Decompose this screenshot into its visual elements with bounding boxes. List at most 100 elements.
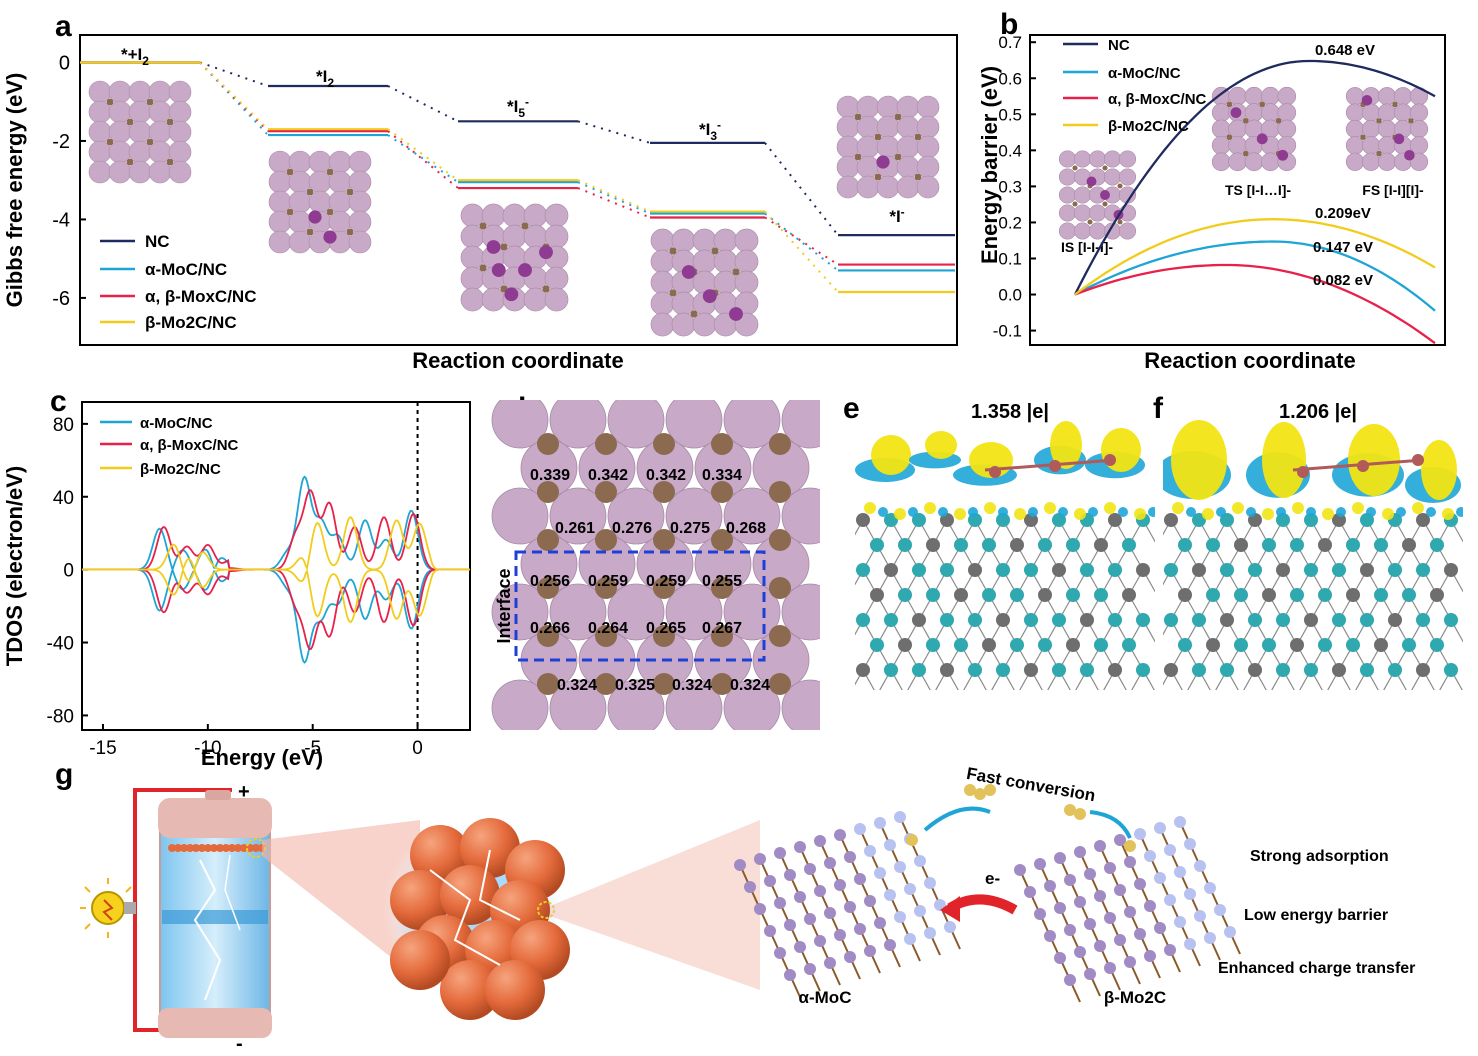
lattice-atom — [1192, 563, 1206, 577]
surface-density — [1352, 502, 1364, 514]
lattice-atom — [870, 538, 884, 552]
lattice-atom-g — [834, 929, 846, 941]
mo-atom-d — [665, 583, 723, 641]
bader-value: 0.324 — [730, 677, 770, 694]
lattice-atom-g — [1064, 974, 1076, 986]
surface-density — [984, 502, 996, 514]
lattice-atom — [968, 563, 982, 577]
mo-atom-d — [549, 400, 607, 449]
charge-accumulation-blob — [1101, 428, 1141, 472]
mo-atom-d — [781, 400, 820, 449]
lattice-atom — [1430, 538, 1444, 552]
lattice-atom-g — [844, 951, 856, 963]
plot-frame-c — [81, 401, 471, 731]
interface-label: Interface — [494, 568, 514, 643]
mo-atom-d — [549, 487, 607, 545]
c-atom — [286, 168, 294, 176]
lattice-atom — [1178, 538, 1192, 552]
lattice-atom-g — [914, 905, 926, 917]
c-atom-d — [537, 481, 559, 503]
lattice-atom-g — [1074, 846, 1086, 858]
lattice-atom — [1304, 663, 1318, 677]
c-atom — [306, 188, 314, 196]
state-label-0: *+I2 — [121, 45, 149, 68]
mo-atom-d — [781, 679, 820, 730]
legend-label-a-2: α, β-MoxC/NC — [145, 287, 257, 306]
lattice-atom — [1416, 663, 1430, 677]
lattice-atom — [1024, 563, 1038, 577]
lattice-atom-g — [774, 947, 786, 959]
lattice-atom — [1290, 588, 1304, 602]
lattice-atom — [1360, 613, 1374, 627]
mo-atom — [1088, 222, 1107, 240]
slab-structure — [460, 203, 569, 312]
c-atom — [690, 310, 698, 318]
lattice-atom-g — [814, 835, 826, 847]
mo-atom — [168, 80, 192, 104]
mo-atom-d — [723, 400, 781, 449]
lattice-atom-g — [1174, 866, 1186, 878]
mo-atom — [544, 203, 569, 228]
mo-atom — [1088, 150, 1107, 168]
bader-value: 0.334 — [702, 467, 742, 484]
y-tick-label-a: -4 — [52, 209, 70, 231]
lattice-atom-g — [1044, 930, 1056, 942]
lattice-atom — [1094, 588, 1108, 602]
lattice-atom — [1178, 638, 1192, 652]
cathode-bead — [204, 844, 212, 852]
surface-density — [924, 502, 936, 514]
lattice-atom — [1206, 538, 1220, 552]
legend-label-b-1: α-MoC/NC — [1108, 65, 1181, 82]
surface-depletion — [1456, 507, 1463, 517]
mo-atom — [268, 230, 292, 254]
lattice-atom-g — [1174, 916, 1186, 928]
lattice-atom — [1318, 538, 1332, 552]
c-atom — [542, 285, 550, 293]
mo-atom-d — [781, 487, 820, 545]
lattice-atom — [1234, 538, 1248, 552]
c-atom — [1376, 150, 1382, 157]
bader-value: 0.325 — [615, 677, 655, 694]
lattice-atom-g — [1104, 912, 1116, 924]
lattice-atom-g — [1194, 860, 1206, 872]
mo-atom-d — [607, 400, 665, 449]
mo-atom-d — [723, 583, 781, 641]
surface-density — [1202, 508, 1214, 520]
x-tick-label-c: -5 — [304, 738, 321, 759]
surface-depletion — [1058, 507, 1068, 517]
surface-depletion — [938, 507, 948, 517]
mo-atom — [1345, 103, 1365, 122]
y-tick-label-b: 0.5 — [998, 105, 1022, 124]
tdos-down-2 — [82, 566, 470, 623]
energy-connector-0-2 — [577, 120, 651, 144]
lattice-atom — [1178, 588, 1192, 602]
lattice-atom-g — [794, 891, 806, 903]
lattice-atom — [1220, 613, 1234, 627]
mo-atom — [1103, 168, 1122, 186]
cathode-bead — [198, 844, 206, 852]
y-tick-label-c: 40 — [53, 488, 74, 509]
barrier-value-1: 0.209eV — [1315, 205, 1371, 222]
c-atom — [106, 138, 114, 146]
legend-label-b-2: α, β-MoxC/NC — [1108, 91, 1207, 108]
c-atom — [1392, 101, 1398, 108]
barrier-value-2: 0.147 eV — [1313, 239, 1373, 256]
axis-label-x-c: Energy (eV) — [201, 745, 323, 770]
c-atom-d — [653, 673, 675, 695]
tdos-up-2 — [82, 516, 470, 573]
c-atom — [669, 247, 677, 255]
mo-atom — [1103, 150, 1122, 168]
lattice-atom-g — [864, 895, 876, 907]
lattice-atom — [1052, 613, 1066, 627]
mo-atom-d — [723, 487, 781, 545]
charge-transfer-value-e: 1.358 |e| — [971, 401, 1049, 423]
lattice-atom — [1304, 613, 1318, 627]
c-atom — [894, 153, 902, 161]
legend-label-c-0: α-MoC/NC — [140, 415, 213, 432]
c-atom-d — [769, 433, 791, 455]
c-atom-d — [653, 433, 675, 455]
lattice-atom — [940, 563, 954, 577]
iodine-atom — [1100, 190, 1110, 200]
lattice-atom-g — [764, 925, 776, 937]
panel-letter-f: f — [1153, 392, 1163, 425]
